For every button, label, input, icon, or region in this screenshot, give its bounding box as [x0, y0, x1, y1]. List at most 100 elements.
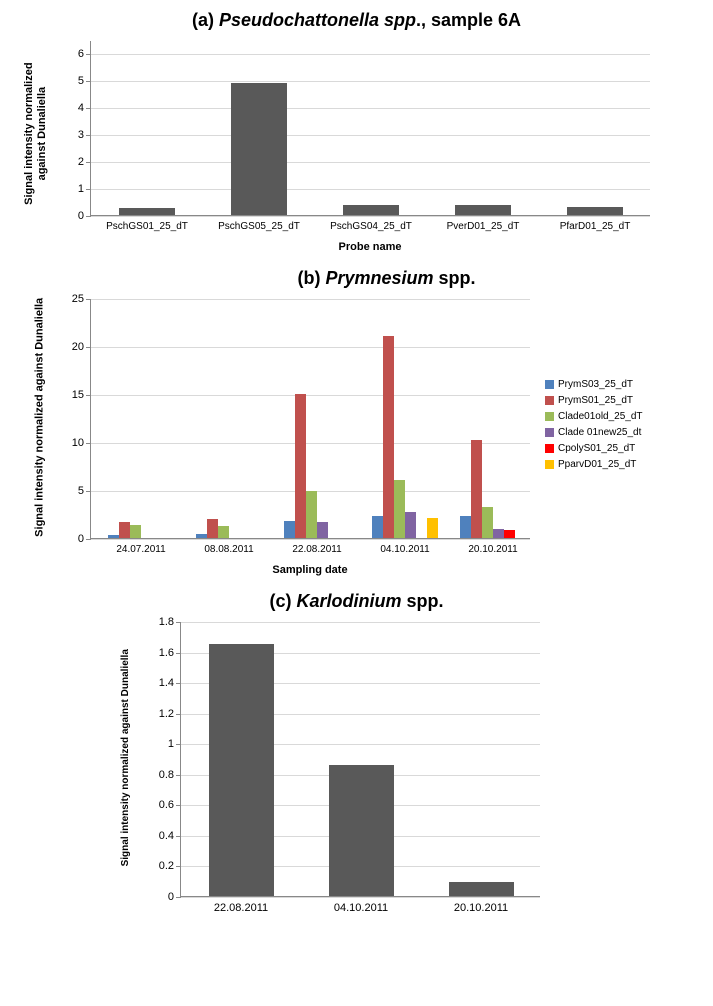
x-tick-label: 22.08.2011	[292, 544, 341, 555]
bar	[405, 512, 416, 538]
x-tick-label: 20.10.2011	[468, 544, 517, 555]
y-tick-label: 0.4	[159, 830, 181, 842]
legend-item: CpolyS01_25_dT	[545, 443, 643, 454]
x-tick-label: PverD01_25_dT	[447, 221, 520, 232]
bar	[207, 519, 218, 538]
chart-a-title: (a) Pseudochattonella spp., sample 6A	[10, 10, 703, 31]
bar	[231, 83, 287, 215]
chart-b-title-suffix: spp.	[434, 268, 476, 288]
x-tick-label: PschGS05_25_dT	[218, 221, 300, 232]
x-tick-label: 04.10.2011	[380, 544, 429, 555]
chart-b: (b) Prymnesium spp. Signal intensity nor…	[10, 268, 703, 576]
chart-a-plot: 0123456PschGS01_25_dTPschGS05_25_dTPschG…	[90, 41, 650, 216]
x-tick-label: 04.10.2011	[334, 902, 388, 914]
legend-swatch	[545, 396, 554, 405]
legend-label: Clade01old_25_dT	[558, 411, 643, 422]
legend-item: PrymS01_25_dT	[545, 395, 643, 406]
bar	[372, 516, 383, 538]
y-tick-label: 0.2	[159, 860, 181, 872]
legend-swatch	[545, 412, 554, 421]
y-tick-label: 1.6	[159, 647, 181, 659]
bar	[427, 518, 438, 538]
chart-b-title-prefix: (b)	[297, 268, 325, 288]
x-tick-label: PfarD01_25_dT	[560, 221, 631, 232]
legend-label: CpolyS01_25_dT	[558, 443, 635, 454]
y-tick-label: 0	[78, 533, 91, 545]
x-tick-label: 24.07.2011	[116, 544, 165, 555]
chart-b-plot: 051015202524.07.201108.08.201122.08.2011…	[90, 299, 530, 539]
y-tick-label: 0.8	[159, 769, 181, 781]
bar	[383, 336, 394, 538]
x-tick-label: PschGS04_25_dT	[330, 221, 412, 232]
chart-c-title-species: Karlodinium	[296, 591, 401, 611]
bar	[306, 491, 317, 538]
x-tick-label: PschGS01_25_dT	[106, 221, 188, 232]
legend-item: PparvD01_25_dT	[545, 459, 643, 470]
y-tick-label: 15	[72, 389, 91, 401]
y-tick-label: 10	[72, 437, 91, 449]
chart-a-title-species: Pseudochattonella spp	[219, 10, 416, 30]
chart-b-title: (b) Prymnesium spp.	[10, 268, 703, 289]
y-tick-label: 3	[78, 129, 91, 141]
y-tick-label: 5	[78, 75, 91, 87]
bar	[460, 516, 471, 538]
chart-a: (a) Pseudochattonella spp., sample 6A Si…	[10, 10, 703, 253]
chart-b-title-species: Prymnesium	[325, 268, 433, 288]
y-tick-label: 1.8	[159, 616, 181, 628]
bar	[196, 534, 207, 538]
chart-a-xlabel: Probe name	[90, 241, 650, 253]
x-tick-label: 08.08.2011	[204, 544, 253, 555]
y-tick-label: 6	[78, 48, 91, 60]
bar	[108, 535, 119, 538]
bar	[119, 208, 175, 215]
chart-b-ylabel: Signal intensity normalized against Duna…	[34, 297, 47, 537]
chart-a-ylabel: Signal intensity normalized against Duna…	[22, 46, 47, 221]
y-tick-label: 2	[78, 156, 91, 168]
y-tick-label: 1	[78, 183, 91, 195]
legend-item: PrymS03_25_dT	[545, 379, 643, 390]
y-tick-label: 1	[168, 738, 181, 750]
y-tick-label: 5	[78, 485, 91, 497]
y-tick-label: 0	[168, 891, 181, 903]
chart-c-plot: 00.20.40.60.811.21.41.61.822.08.201104.1…	[180, 622, 540, 897]
bar	[504, 530, 515, 538]
bar	[567, 207, 623, 215]
bar	[130, 525, 141, 538]
y-tick-label: 0	[78, 210, 91, 222]
chart-c-title: (c) Karlodinium spp.	[10, 591, 703, 612]
chart-c-title-prefix: (c)	[269, 591, 296, 611]
chart-c: (c) Karlodinium spp. Signal intensity no…	[10, 591, 703, 897]
legend-swatch	[545, 380, 554, 389]
legend-swatch	[545, 444, 554, 453]
y-tick-label: 0.6	[159, 799, 181, 811]
legend-label: PparvD01_25_dT	[558, 459, 636, 470]
bar	[343, 205, 399, 215]
bar	[295, 394, 306, 538]
x-tick-label: 20.10.2011	[454, 902, 508, 914]
legend-swatch	[545, 460, 554, 469]
y-tick-label: 25	[72, 293, 91, 305]
legend-item: Clade01old_25_dT	[545, 411, 643, 422]
legend-label: PrymS01_25_dT	[558, 395, 633, 406]
y-tick-label: 20	[72, 341, 91, 353]
bar	[329, 765, 394, 896]
bar	[482, 507, 493, 538]
chart-c-ylabel: Signal intensity normalized against Duna…	[119, 620, 131, 895]
bar	[284, 521, 295, 538]
y-tick-label: 1.2	[159, 708, 181, 720]
bar	[119, 522, 130, 538]
legend-item: Clade 01new25_dt	[545, 427, 643, 438]
chart-a-title-suffix: ., sample 6A	[416, 10, 521, 30]
bar	[493, 529, 504, 538]
bar	[455, 205, 511, 215]
y-tick-label: 4	[78, 102, 91, 114]
bar	[449, 882, 514, 896]
chart-b-legend: PrymS03_25_dT PrymS01_25_dT Clade01old_25_…	[545, 379, 643, 475]
bar	[394, 480, 405, 538]
legend-label: PrymS03_25_dT	[558, 379, 633, 390]
x-tick-label: 22.08.2011	[214, 902, 268, 914]
legend-label: Clade 01new25_dt	[558, 427, 641, 438]
chart-a-title-prefix: (a)	[192, 10, 219, 30]
bar	[317, 522, 328, 538]
bar	[218, 526, 229, 538]
